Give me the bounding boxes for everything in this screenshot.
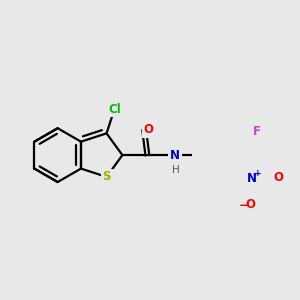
Text: F: F [253, 125, 261, 138]
Text: H: H [172, 165, 180, 175]
Text: O: O [273, 171, 284, 184]
Text: −: − [238, 199, 248, 212]
Text: +: + [254, 169, 261, 178]
Text: Cl: Cl [108, 103, 121, 116]
Text: N: N [247, 172, 257, 185]
Text: S: S [102, 170, 111, 183]
Text: N: N [170, 148, 180, 162]
Text: O: O [144, 123, 154, 136]
Text: O: O [245, 198, 255, 211]
